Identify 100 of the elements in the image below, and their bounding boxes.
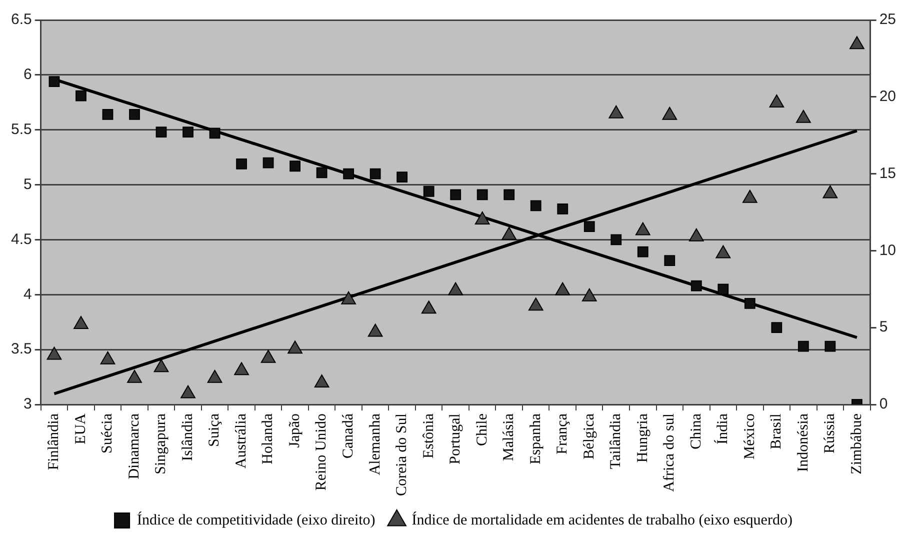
x-tick-label: Estônia [420, 413, 437, 459]
x-tick-label: Hungria [634, 413, 651, 463]
point [690, 280, 702, 292]
point [716, 245, 731, 258]
point [635, 222, 650, 236]
point [262, 157, 274, 168]
x-tick-label: Canadá [340, 413, 356, 458]
point [316, 167, 328, 178]
y-tick-label: 5.5 [10, 121, 32, 138]
point [771, 322, 782, 334]
point [341, 291, 356, 304]
point [260, 350, 276, 363]
y2-tick-label: 5 [879, 318, 888, 336]
point [530, 200, 542, 212]
x-tick-label: Suiça [206, 413, 223, 447]
x-tick-label: Zimbábue [848, 413, 865, 474]
x-tick-label: Singapura [153, 413, 170, 474]
point [207, 370, 222, 383]
y2-tick-label: 25 [879, 11, 896, 28]
legend-label: Índice de competitividade (eixo direito) [137, 511, 376, 528]
point [448, 282, 464, 296]
x-tick-label: Malásia [501, 413, 518, 461]
point [209, 128, 220, 139]
point [744, 298, 756, 309]
y2-tick-label: 15 [879, 164, 896, 182]
point [156, 126, 167, 138]
point [102, 109, 114, 120]
point [76, 90, 86, 102]
x-tick-label: Coreia do Sul [394, 414, 410, 496]
point [290, 160, 300, 172]
x-tick-label: Finlândia [46, 413, 62, 470]
point [637, 246, 648, 258]
point [182, 126, 194, 138]
point [129, 109, 140, 120]
point [370, 168, 381, 180]
x-tick-label: Suécia [100, 413, 116, 454]
point [557, 204, 568, 214]
point [343, 168, 354, 180]
y-tick-label: 6 [24, 66, 32, 84]
point [688, 228, 704, 242]
point [288, 340, 302, 354]
x-tick-label: Africa do sul [662, 414, 678, 492]
point [476, 189, 488, 200]
point [822, 185, 838, 198]
point [314, 374, 330, 388]
y-tick-label: 4 [24, 286, 32, 303]
x-tick-label: Islândia [180, 413, 196, 461]
x-tick-label: Bélgica [581, 413, 598, 460]
x-tick-label: Portugal [448, 414, 464, 464]
point [474, 211, 490, 224]
point [850, 36, 864, 50]
point [396, 172, 408, 183]
point [608, 105, 624, 118]
point [504, 189, 515, 200]
x-tick-label: Chile [474, 413, 490, 446]
point [46, 346, 62, 360]
x-tick-label: Austrália [233, 413, 250, 468]
y2-tick-label: 20 [879, 88, 896, 106]
y-tick-label: 3 [24, 396, 32, 413]
x-tick-label: Rússia [822, 413, 838, 454]
x-tick-label: EUA [72, 413, 89, 444]
point [450, 189, 462, 200]
point [423, 186, 434, 197]
point [368, 324, 383, 337]
point [154, 359, 169, 372]
x-tick-label: França [554, 413, 571, 454]
point [610, 234, 622, 246]
point [528, 298, 544, 311]
point [234, 362, 249, 376]
point [48, 76, 60, 87]
point [824, 340, 836, 352]
x-tick-label: Holanda [260, 413, 276, 464]
point [796, 110, 811, 123]
x-tick-label: Japão [286, 414, 303, 448]
point [798, 340, 809, 352]
point [718, 284, 729, 295]
point [421, 300, 436, 314]
point [502, 226, 517, 240]
point [555, 282, 570, 296]
y2-tick-label: 0 [879, 396, 888, 413]
y-tick-label: 3.5 [10, 340, 32, 358]
x-tick-label: Índia [714, 413, 732, 444]
y-tick-label: 6.5 [10, 11, 32, 28]
x-tick-label: China [688, 413, 704, 450]
point [582, 288, 597, 302]
point [127, 370, 142, 383]
x-tick-label: Indonésia [795, 413, 812, 472]
point [662, 106, 678, 120]
x-tick-label: Alemanha [367, 413, 384, 476]
point [664, 255, 676, 266]
x-tick-label: Espanha [528, 413, 544, 464]
point [180, 385, 196, 398]
x-tick-label: México [742, 414, 758, 460]
x-tick-label: Dinamarca [126, 413, 142, 480]
point [236, 158, 247, 170]
x-tick-label: Reino Unido [314, 414, 330, 491]
legend-label: Índice de mortalidade em acidentes de trabalho (eixo esquerdo) [412, 511, 792, 528]
point [584, 221, 595, 232]
y-tick-label: 5 [24, 176, 32, 193]
y2-tick-label: 10 [879, 242, 896, 259]
